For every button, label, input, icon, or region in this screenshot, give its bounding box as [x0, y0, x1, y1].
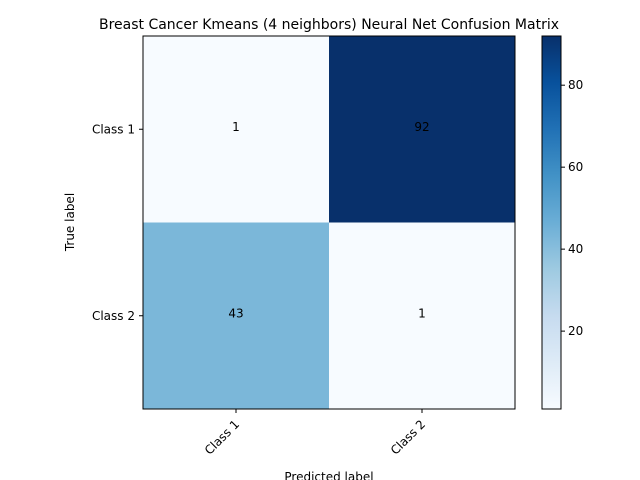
- cell-value-r1-c1: 1: [232, 120, 240, 134]
- x-axis-ticks: Class 1 Class 2: [202, 409, 428, 458]
- chart-title: Breast Cancer Kmeans (4 neighbors) Neura…: [99, 17, 559, 33]
- colorbar-tick-label: 20: [568, 324, 583, 338]
- plot-frame: [142, 35, 516, 410]
- cell-value-r2-c1: 43: [228, 306, 243, 320]
- heatmap-cell-r1-c2: [329, 36, 515, 223]
- x-tick-label: Class 1: [202, 417, 242, 457]
- colorbar-tick-label: 60: [568, 160, 583, 174]
- colorbar-tick-label: 40: [568, 242, 583, 256]
- y-axis-label: True label: [63, 193, 77, 252]
- colorbar-tick-label: 80: [568, 78, 583, 92]
- colorbar: [542, 36, 561, 409]
- y-axis-ticks: Class 1 Class 2: [92, 122, 143, 323]
- cell-value-labels: 1 92 43 1: [228, 120, 429, 321]
- colorbar-frame: [541, 35, 562, 410]
- x-tick-label: Class 2: [388, 417, 428, 457]
- x-axis-label: Predicted label: [284, 470, 373, 480]
- heatmap-cell-r1-c1: [143, 36, 329, 223]
- heatmap-cell-r2-c1: [143, 222, 329, 409]
- heatmap-cells: [143, 36, 515, 409]
- colorbar-ticks: 20 40 60 80: [561, 78, 583, 338]
- cell-value-r1-c2: 92: [414, 120, 429, 134]
- heatmap-cell-r2-c2: [329, 222, 515, 409]
- y-tick-label: Class 1: [92, 122, 135, 136]
- y-tick-label: Class 2: [92, 309, 135, 323]
- cell-value-r2-c2: 1: [418, 306, 426, 320]
